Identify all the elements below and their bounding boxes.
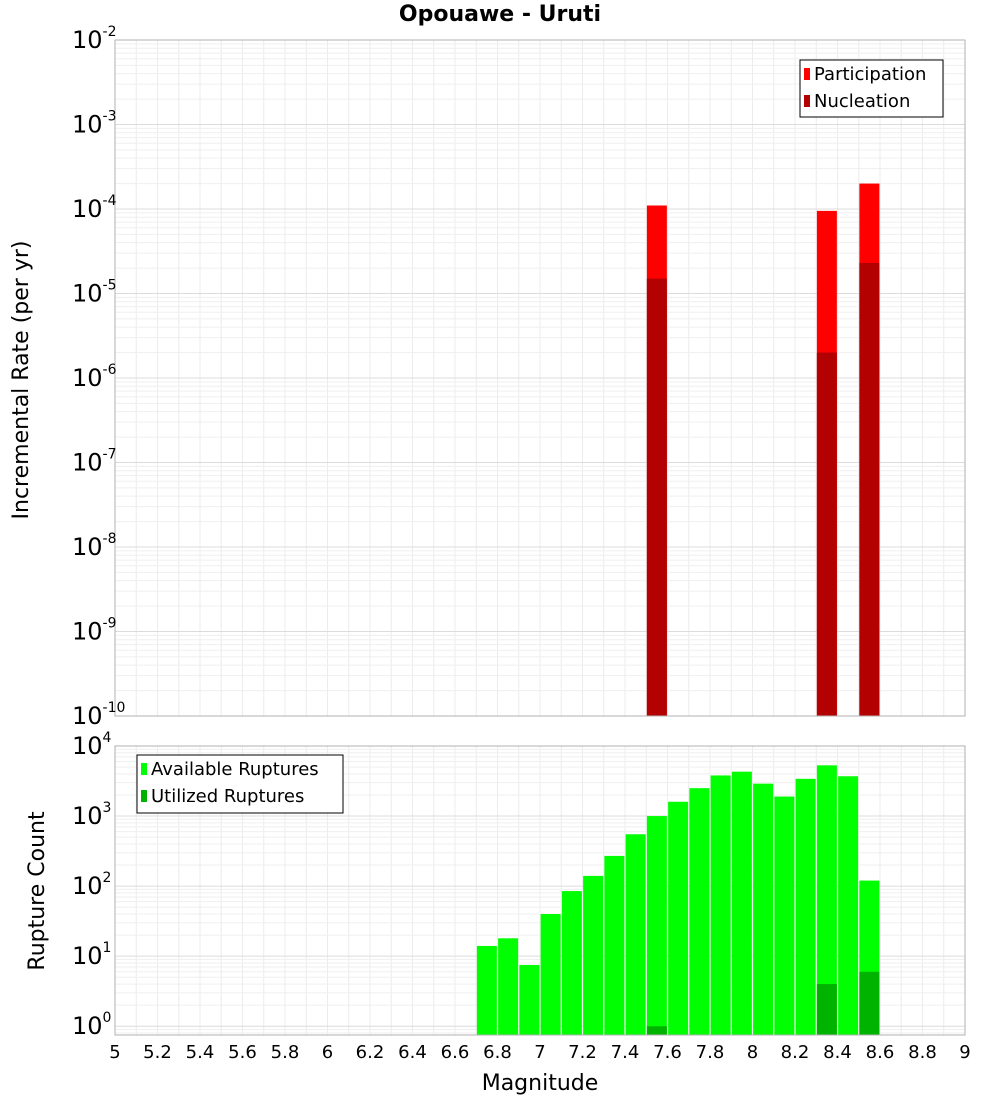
x-tick-label: 7 bbox=[534, 1042, 545, 1063]
bar bbox=[816, 765, 837, 1035]
y-axis-label-rate: Incremental Rate (per yr) bbox=[9, 241, 34, 520]
bar bbox=[540, 914, 561, 1035]
y-tick-label: 10-2 bbox=[72, 24, 117, 54]
plot-frame bbox=[114, 39, 966, 717]
y-tick-label: 100 bbox=[72, 1010, 111, 1040]
x-tick-label: 8 bbox=[747, 1042, 758, 1063]
y-tick-label: 10-3 bbox=[72, 109, 117, 139]
y-tick-label: 101 bbox=[72, 940, 111, 970]
y-tick-label: 10-10 bbox=[72, 700, 125, 730]
x-tick-label: 6 bbox=[322, 1042, 333, 1063]
legend-box bbox=[799, 59, 944, 118]
x-tick-label: 7.6 bbox=[653, 1042, 682, 1063]
x-tick-label: 8.8 bbox=[908, 1042, 937, 1063]
x-tick-label: 7.8 bbox=[696, 1042, 725, 1063]
bar bbox=[604, 855, 625, 1035]
bar bbox=[646, 278, 667, 716]
x-tick-label: 8.6 bbox=[866, 1042, 895, 1063]
chart-title: Opouawe - Uruti bbox=[398, 2, 602, 27]
y-axis-tick-labels: 10-10 10-9 10-8 10-7 10-6 10-5 10-4 10-3 10-2 bbox=[72, 24, 125, 730]
count-panel: 100 101 102 103 104 Available Ruptures Utilize… bbox=[72, 730, 966, 1040]
bar bbox=[668, 801, 689, 1035]
legend-swatch bbox=[141, 790, 147, 802]
x-tick-label: 5.2 bbox=[143, 1042, 172, 1063]
series-utilized-ruptures bbox=[646, 971, 880, 1035]
bar bbox=[816, 984, 837, 1035]
bar bbox=[646, 1026, 667, 1035]
bar bbox=[476, 945, 497, 1035]
legend: Available Ruptures Utilized Ruptures bbox=[136, 754, 344, 814]
x-tick-label: 7.2 bbox=[568, 1042, 597, 1063]
rate-panel: 10-10 10-9 10-8 10-7 10-6 10-5 10-4 10-3 10-2 Par… bbox=[72, 24, 966, 730]
y-tick-label: 10-8 bbox=[72, 531, 117, 561]
series-nucleation bbox=[646, 262, 880, 716]
legend-label: Utilized Ruptures bbox=[151, 786, 304, 807]
bar bbox=[498, 938, 519, 1035]
y-tick-label: 10-5 bbox=[72, 278, 117, 308]
legend-box bbox=[136, 754, 344, 814]
x-tick-label: 6.2 bbox=[356, 1042, 385, 1063]
y-tick-label: 102 bbox=[72, 870, 111, 900]
bar bbox=[753, 783, 774, 1035]
bar bbox=[731, 771, 752, 1035]
series-available-ruptures bbox=[476, 765, 880, 1035]
y-tick-label: 104 bbox=[72, 730, 112, 760]
bar bbox=[795, 778, 816, 1035]
x-tick-label: 6.4 bbox=[398, 1042, 427, 1063]
bar bbox=[583, 875, 604, 1035]
x-tick-label: 7.4 bbox=[611, 1042, 640, 1063]
legend-label: Participation bbox=[814, 64, 926, 85]
x-tick-label: 9 bbox=[959, 1042, 970, 1063]
bar bbox=[519, 964, 540, 1035]
x-tick-label: 6.6 bbox=[441, 1042, 470, 1063]
x-tick-label: 8.4 bbox=[823, 1042, 852, 1063]
bar bbox=[838, 776, 859, 1035]
plot-frame bbox=[114, 745, 966, 1036]
legend-label: Nucleation bbox=[814, 91, 910, 112]
grid bbox=[114, 39, 966, 717]
legend: Participation Nucleation bbox=[799, 59, 944, 118]
y-axis-tick-labels: 100 101 102 103 104 bbox=[72, 730, 112, 1040]
y-axis-label-count: Rupture Count bbox=[25, 811, 50, 971]
x-tick-label: 8.2 bbox=[781, 1042, 810, 1063]
bar bbox=[625, 834, 646, 1035]
legend-label: Available Ruptures bbox=[151, 759, 319, 780]
y-tick-label: 10-6 bbox=[72, 362, 117, 392]
y-tick-label: 10-9 bbox=[72, 616, 117, 646]
bar bbox=[774, 796, 795, 1035]
y-tick-label: 10-4 bbox=[72, 193, 117, 223]
x-tick-label: 6.8 bbox=[483, 1042, 512, 1063]
x-tick-label: 5.4 bbox=[186, 1042, 215, 1063]
y-tick-label: 10-7 bbox=[72, 447, 117, 477]
x-axis-label: Magnitude bbox=[482, 1071, 599, 1096]
bar bbox=[816, 352, 837, 716]
x-tick-label: 5.6 bbox=[228, 1042, 257, 1063]
legend-swatch bbox=[804, 95, 810, 107]
bar bbox=[646, 816, 667, 1035]
x-axis-tick-labels: 5 5.2 5.4 5.6 5.8 6 6.2 6.4 6.6 6.8 7 7.2 7.4 7.6 7.8 8… bbox=[109, 1042, 970, 1063]
bar bbox=[561, 891, 582, 1035]
legend-swatch bbox=[141, 763, 147, 775]
bar bbox=[689, 788, 710, 1035]
x-tick-label: 5 bbox=[109, 1042, 120, 1063]
x-tick-label: 5.8 bbox=[271, 1042, 300, 1063]
y-tick-label: 103 bbox=[72, 800, 111, 830]
legend-swatch bbox=[804, 68, 810, 80]
bar bbox=[710, 775, 731, 1035]
bar bbox=[859, 262, 880, 716]
bar bbox=[859, 971, 880, 1035]
